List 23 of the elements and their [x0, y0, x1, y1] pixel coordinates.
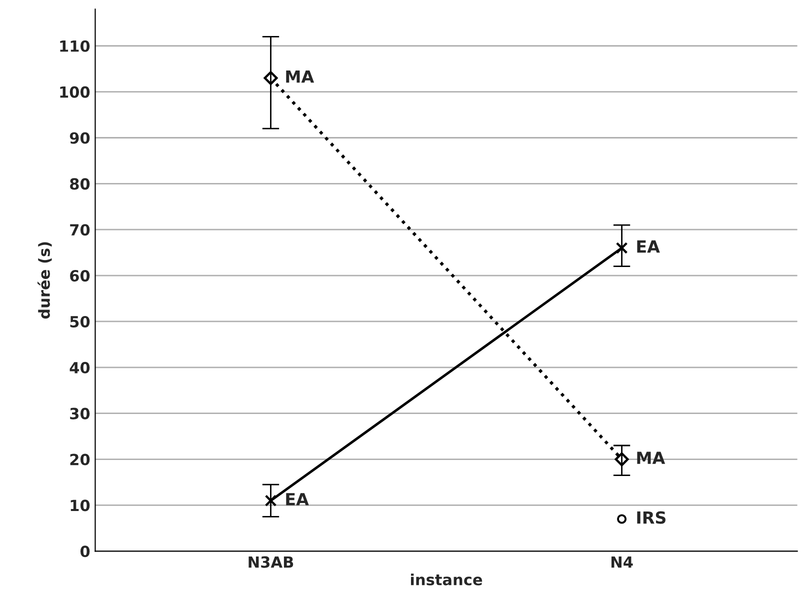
point: [264, 494, 277, 507]
text: MA: [637, 452, 666, 464]
y-axis-title: durée (s): [38, 242, 52, 319]
y-tick-label: 10: [70, 500, 90, 512]
series-label: IRS: [637, 511, 666, 524]
point: [616, 242, 628, 254]
series-label: EA: [286, 493, 309, 506]
y-tick-label: 90: [70, 132, 90, 144]
x-axis-title: instance: [411, 574, 482, 586]
y-tick-label: 30: [70, 408, 90, 420]
y-tick-label: 20: [70, 454, 90, 466]
series-label: MA: [286, 70, 314, 83]
y-tick-label: 110: [60, 40, 90, 52]
y-tick-label: 80: [70, 178, 90, 190]
y-tick-label: 0: [80, 546, 90, 558]
x-tick-label: N3AB: [248, 556, 294, 568]
y-tick-label: 50: [70, 316, 90, 328]
y-tick-label: 60: [70, 270, 90, 282]
y-tick-label: 70: [70, 224, 90, 236]
text: EA: [637, 240, 660, 253]
y-tick-label: 100: [60, 86, 90, 98]
x-tick-label: N4: [611, 556, 633, 568]
y-tick-label: 40: [70, 362, 90, 374]
